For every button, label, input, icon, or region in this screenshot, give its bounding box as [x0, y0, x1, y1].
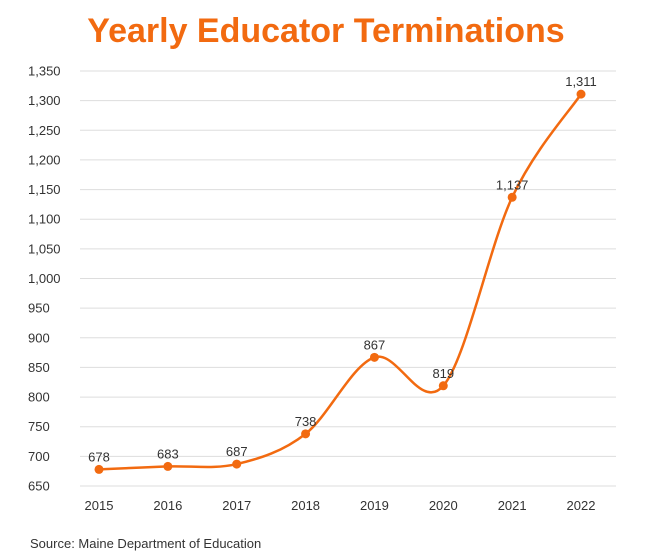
- y-tick-label: 1,200: [28, 152, 61, 167]
- source-note: Source: Maine Department of Education: [30, 536, 262, 551]
- series-line: [98, 93, 583, 471]
- y-tick-label: 1,100: [28, 212, 61, 227]
- chart-title: Yearly Educator Terminations: [87, 12, 565, 50]
- y-tick-label: 1,000: [28, 271, 61, 286]
- y-gridlines: [80, 70, 616, 487]
- x-tick-label: 2021: [498, 498, 527, 513]
- y-tick-label: 800: [28, 390, 50, 405]
- y-tick-label: 1,150: [28, 182, 61, 197]
- x-tick-label: 2017: [222, 498, 251, 513]
- y-tick-label: 1,300: [28, 93, 61, 108]
- data-labels: 678 683 687 738 867 819 1,137 1,311: [88, 74, 597, 464]
- data-point: [369, 352, 379, 362]
- x-tick-label: 2016: [153, 498, 182, 513]
- series-points: [94, 89, 586, 474]
- y-tick-label: 1,050: [28, 241, 61, 256]
- data-label: 738: [295, 414, 317, 429]
- y-tick-label: 900: [28, 330, 50, 345]
- data-label: 687: [226, 444, 248, 459]
- y-tick-label: 950: [28, 301, 50, 316]
- x-tick-label: 2020: [429, 498, 458, 513]
- data-point: [507, 192, 517, 202]
- y-axis-tick-labels: 650 700 750 800 850 900 950 1,000 1,050 1,100 1,15…: [28, 64, 61, 494]
- y-tick-label: 850: [28, 360, 50, 375]
- data-label: 1,311: [565, 74, 597, 89]
- y-tick-label: 750: [28, 419, 50, 434]
- data-point: [94, 464, 104, 474]
- x-axis-tick-labels: 2015 2016 2017 2018 2019 2020 2021 2022: [85, 498, 596, 513]
- y-tick-label: 1,250: [28, 123, 61, 138]
- data-point: [438, 381, 448, 391]
- data-point: [163, 461, 173, 471]
- y-tick-label: 1,350: [28, 64, 61, 79]
- x-tick-label: 2022: [567, 498, 596, 513]
- y-tick-label: 700: [28, 449, 50, 464]
- data-label: 678: [88, 449, 110, 464]
- data-label: 819: [432, 366, 454, 381]
- x-tick-label: 2015: [85, 498, 114, 513]
- data-label: 683: [157, 446, 179, 461]
- data-label: 867: [364, 337, 386, 352]
- y-tick-label: 650: [28, 479, 50, 494]
- x-tick-label: 2019: [360, 498, 389, 513]
- x-tick-label: 2018: [291, 498, 320, 513]
- data-point: [301, 429, 311, 439]
- data-point: [232, 459, 242, 469]
- data-label: 1,137: [496, 177, 529, 192]
- data-point: [576, 89, 586, 99]
